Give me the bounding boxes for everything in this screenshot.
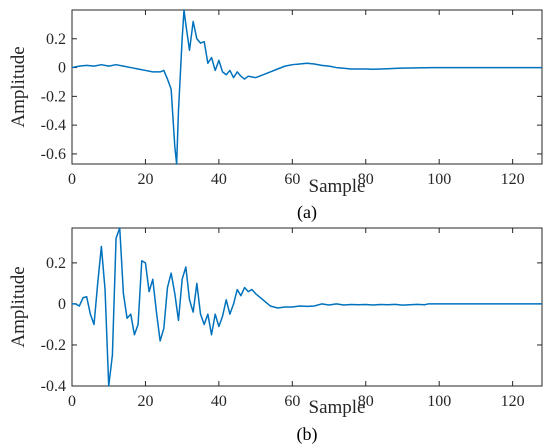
x-axis-label: Sample [309,176,366,197]
plot-frame [71,9,543,165]
y-tick-label: -0.4 [41,378,66,395]
series-line [72,227,542,387]
x-tick-label: 80 [358,393,374,410]
x-tick-label: 60 [284,393,300,410]
x-tick-label: 80 [358,171,374,188]
y-tick-label: -0.6 [41,146,66,163]
panel-caption: (a) [297,202,317,223]
series-line [71,9,542,165]
y-tick-label: 0 [58,296,66,313]
chart-panel-b: 0 20 40 60 80 100 120 0.2 0 -0.2 -0.4 Sample Amplitu… [8,227,543,445]
x-tick-label: 40 [211,393,227,410]
x-tick-label: 20 [137,393,153,410]
x-tick-label: 40 [211,171,227,188]
x-tick-label: 100 [427,171,451,188]
x-tick-label: 100 [427,393,451,410]
x-tick-label: 60 [284,171,300,188]
chart-panel-a: 0 20 40 60 80 100 120 0.2 0 -0.2 -0.4 -0.6 Sample Amp… [8,9,543,223]
y-axis-label: Amplitude [8,266,29,347]
x-tick-label: 120 [501,171,525,188]
panel-caption: (b) [297,424,318,445]
y-tick-label: -0.2 [41,88,66,105]
x-tick-label: 0 [68,171,76,188]
plot-frame [71,227,543,387]
y-tick-label: -0.2 [41,337,66,354]
y-tick-label: -0.4 [41,117,66,134]
y-tick-label: 0.2 [46,255,66,272]
y-tick-label: 0.2 [46,31,66,48]
y-tick-label: 0 [58,60,66,77]
y-axis-label: Amplitude [8,46,29,127]
x-tick-label: 120 [501,393,525,410]
x-tick-label: 20 [137,171,153,188]
x-axis-label: Sample [309,397,366,418]
x-tick-label: 0 [68,393,76,410]
